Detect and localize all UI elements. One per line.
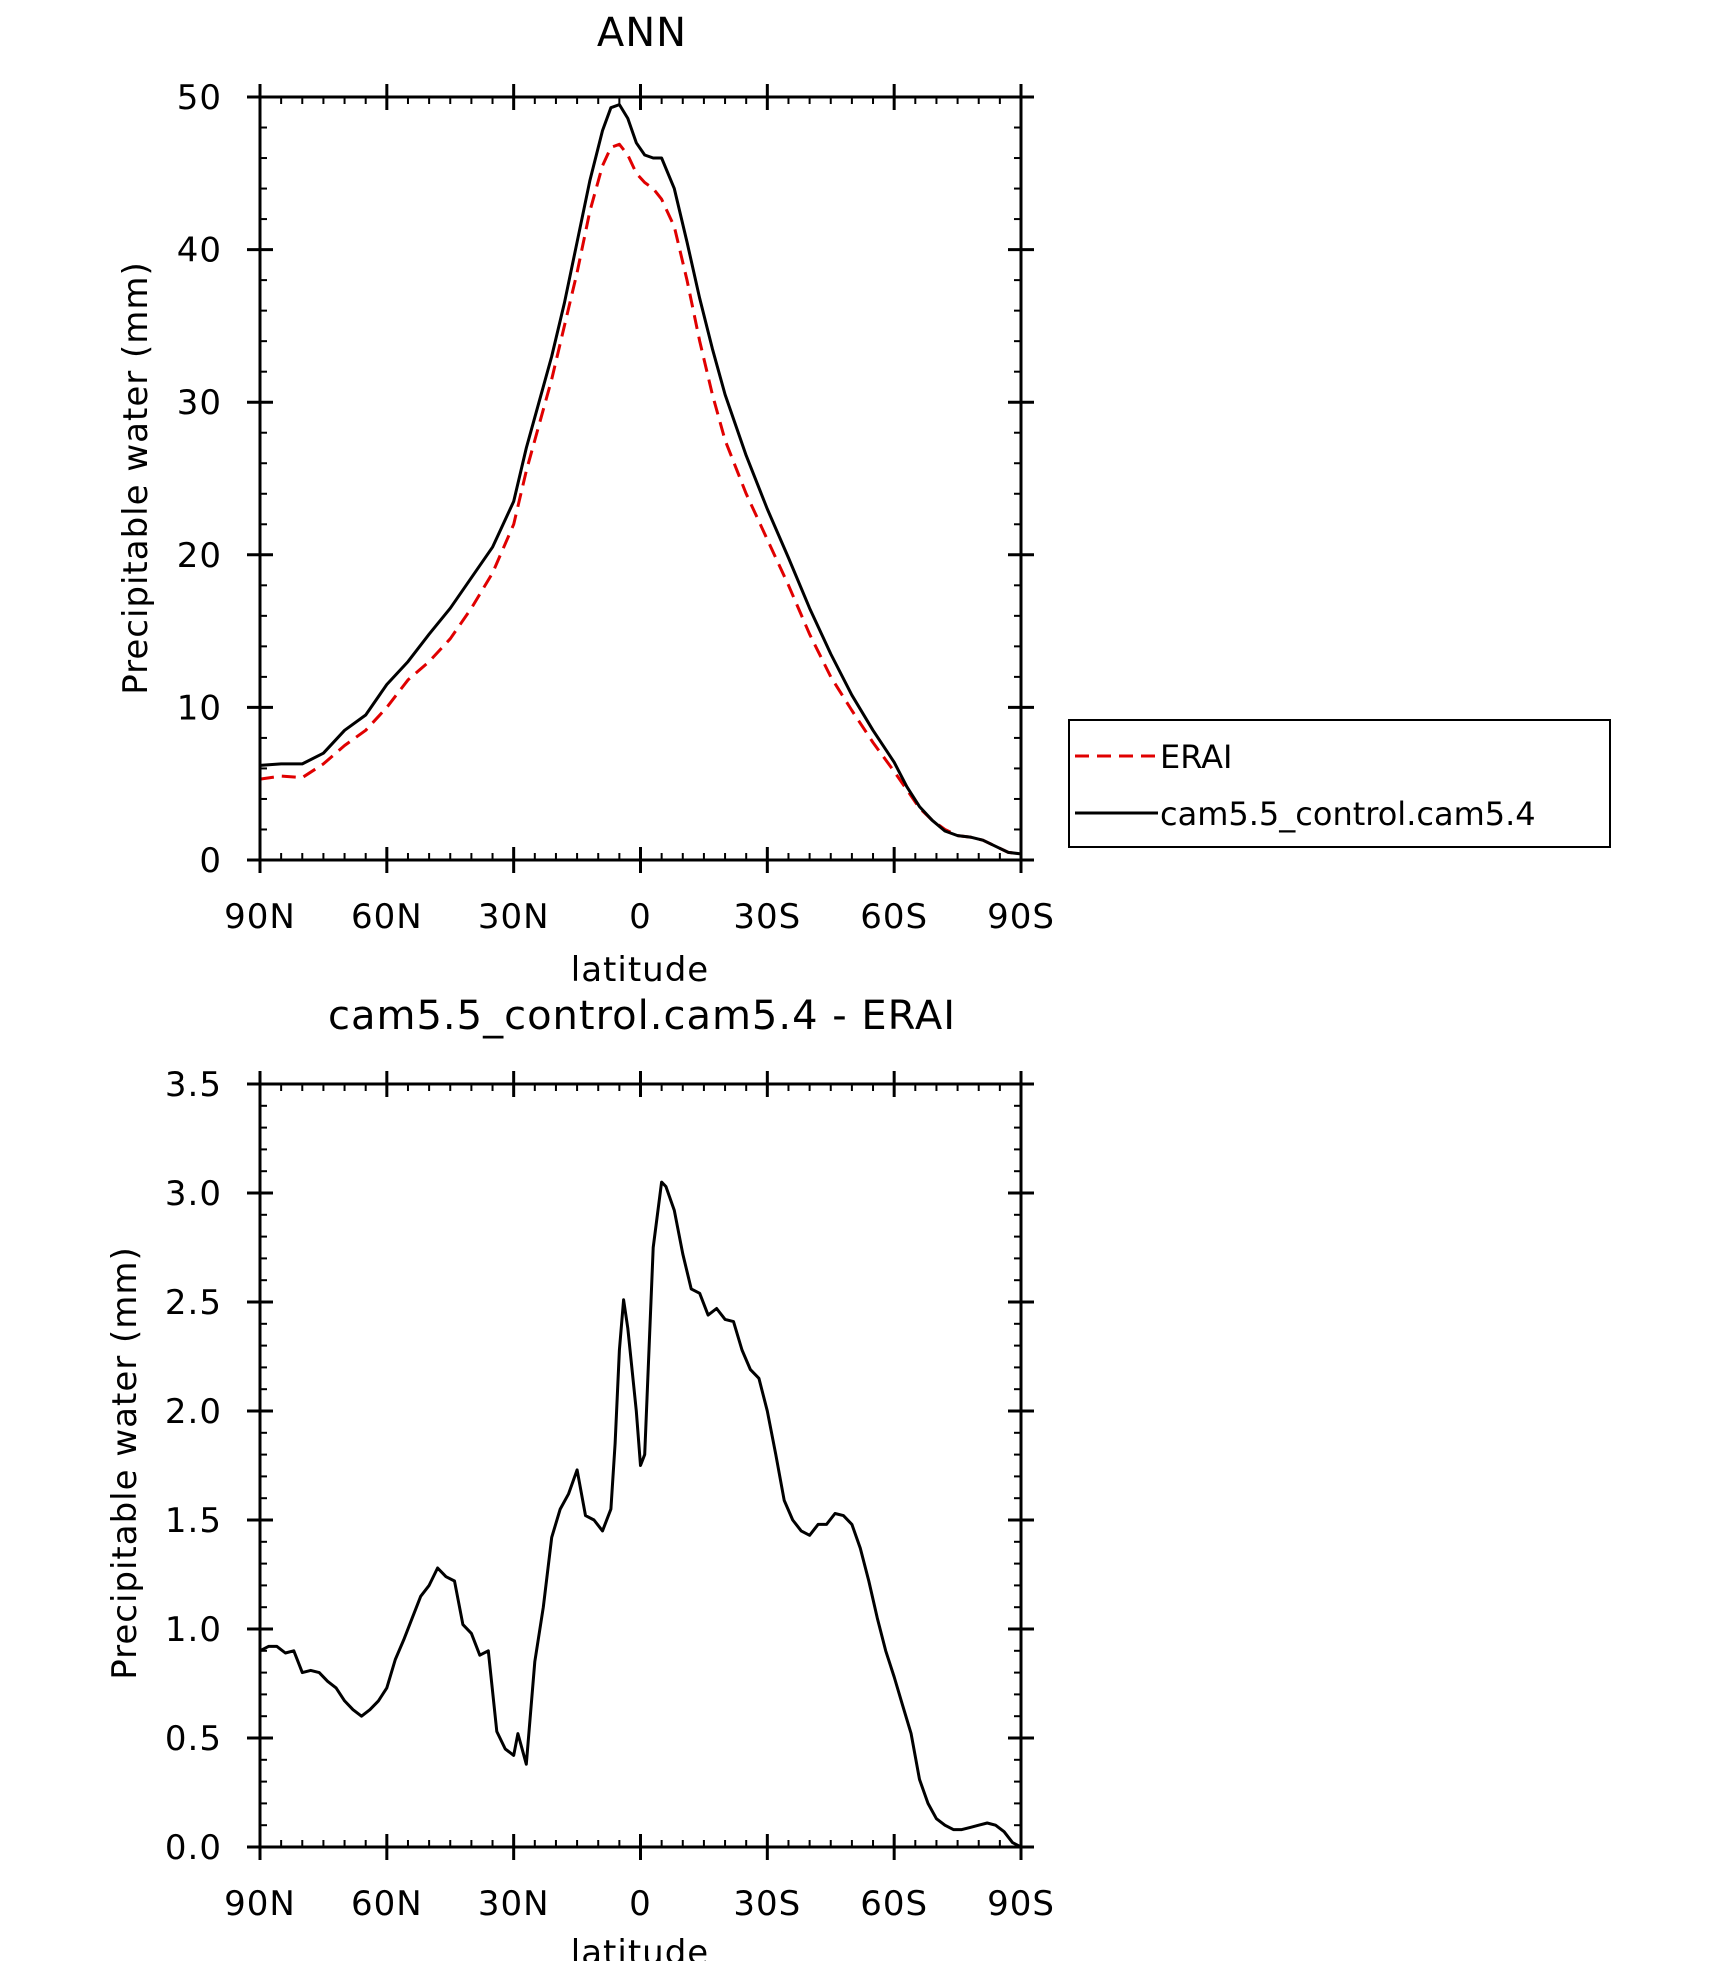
panel-bottom: cam5.5_control.cam5.4 - ERAI 90N 60N 30N 0 3…	[105, 993, 1055, 1961]
tick-labels: 90N 60N 30N 0 30S 60S 90S 0 10 20 30 40 50	[177, 78, 1055, 937]
plot-series	[259, 103, 1022, 856]
plot-series	[259, 1180, 1022, 1849]
y-tick-label: 3.0	[165, 1174, 222, 1214]
chart-title: ANN	[597, 10, 687, 56]
y-tick-label: 1.5	[165, 1501, 222, 1541]
x-tick-label: 60S	[860, 897, 928, 937]
y-tick-label: 3.5	[165, 1065, 222, 1105]
y-tick-label: 10	[177, 688, 222, 728]
x-tick-label: 90N	[224, 897, 296, 937]
legend-box	[1068, 719, 1611, 848]
x-tick-label: 30N	[478, 1884, 550, 1924]
legend: ERAI cam5.5_control.cam5.4	[1068, 719, 1611, 848]
y-tick-label: 1.0	[165, 1610, 222, 1650]
y-tick-label: 0.5	[165, 1719, 222, 1759]
y-axis-label: Precipitable water (mm)	[116, 261, 156, 695]
x-axis-label: latitude	[571, 1933, 709, 1961]
x-tick-label: 30S	[733, 897, 801, 937]
x-tick-label: 30S	[733, 1884, 801, 1924]
y-tick-label: 2.0	[165, 1392, 222, 1432]
y-tick-label: 40	[177, 231, 222, 271]
x-tick-label: 60N	[351, 897, 423, 937]
y-tick-label: 20	[177, 536, 222, 576]
tick-labels: 90N 60N 30N 0 30S 60S 90S 0.0 0.5 1.0 1.5 2.0 2.5 3.0…	[165, 1065, 1055, 1924]
panel-top: ANN 90N 60N 30N 0 30S 60S 90S 0 10 20 30 40 50 latit…	[116, 10, 1611, 990]
y-tick-label: 50	[177, 78, 222, 118]
legend-label-cam: cam5.5_control.cam5.4	[1160, 795, 1536, 833]
tick-marks	[247, 84, 1034, 873]
x-tick-label: 0	[629, 897, 652, 937]
series-line	[259, 1180, 1022, 1849]
plot-frame	[258, 95, 1023, 862]
x-tick-label: 90S	[987, 897, 1055, 937]
series-line	[259, 103, 1022, 856]
series-line	[259, 142, 1022, 856]
x-tick-label: 60S	[860, 1884, 928, 1924]
plot-frame	[258, 1082, 1023, 1849]
chart-title: cam5.5_control.cam5.4 - ERAI	[328, 993, 956, 1039]
x-tick-label: 30N	[478, 897, 550, 937]
y-tick-label: 30	[177, 383, 222, 423]
y-tick-label: 2.5	[165, 1283, 222, 1323]
legend-label-erai: ERAI	[1160, 738, 1232, 776]
y-tick-label: 0	[199, 841, 222, 881]
x-tick-label: 0	[629, 1884, 652, 1924]
y-axis-label: Precipitable water (mm)	[105, 1246, 145, 1680]
x-tick-label: 90S	[987, 1884, 1055, 1924]
x-axis-label: latitude	[571, 950, 709, 990]
y-tick-label: 0.0	[165, 1828, 222, 1868]
x-tick-label: 60N	[351, 1884, 423, 1924]
x-tick-label: 90N	[224, 1884, 296, 1924]
